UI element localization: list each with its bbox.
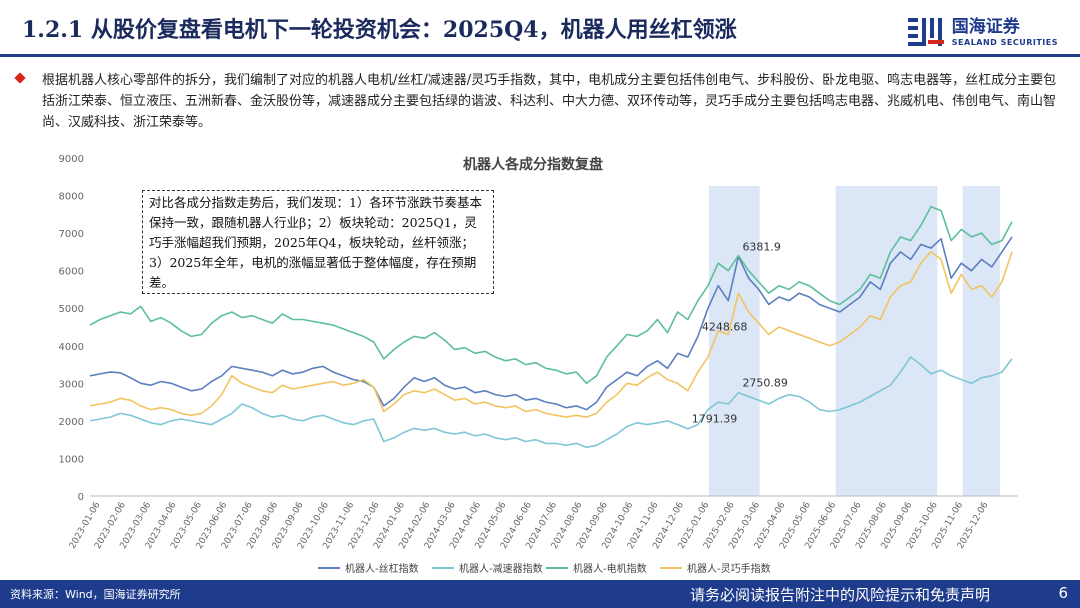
y-tick-label: 9000 [59, 154, 84, 165]
page-number: 6 [1058, 584, 1068, 602]
series-line-1 [89, 356, 1013, 449]
page-footer: 资料来源：Wind，国海证券研究所 请务必阅读报告附注中的风险提示和免责声明 6 [0, 580, 1080, 608]
data-label: 1791.39 [692, 413, 738, 426]
data-label: 4248.68 [702, 320, 748, 333]
y-tick-label: 8000 [59, 192, 84, 203]
shaded-range-2 [962, 186, 1000, 496]
logo-en-text: SEALAND SECURITIES [951, 37, 1058, 47]
chart-title: 机器人各成分指数复盘 [463, 156, 603, 173]
y-tick-label: 4000 [59, 342, 84, 353]
y-tick-label: 1000 [59, 454, 84, 465]
legend-label-1: 机器人-减速器指数 [459, 562, 543, 575]
logo-cn-text: 国海证券 [951, 16, 1020, 37]
page-header: 1.2.1 从股价复盘看电机下一轮投资机会：2025Q4，机器人用丝杠领涨 国海… [0, 0, 1080, 58]
bullet-diamond-icon [14, 72, 26, 84]
chart-annotation-box: 对比各成分指数走势后，我们发现：1）各环节涨跌节奏基本保持一致，跟随机器人行业β… [142, 190, 494, 294]
page-title: 1.2.1 从股价复盘看电机下一轮投资机会：2025Q4，机器人用丝杠领涨 [22, 17, 737, 43]
shaded-range-0 [708, 186, 760, 496]
y-tick-label: 5000 [59, 304, 84, 315]
legend-label-3: 机器人-灵巧手指数 [687, 562, 771, 575]
legend-label-0: 机器人-丝杠指数 [345, 562, 419, 575]
y-tick-label: 6000 [59, 267, 84, 278]
data-label: 2750.89 [742, 377, 788, 390]
series-line-3 [89, 251, 1013, 418]
intro-bullet: 根据机器人核心零部件的拆分，我们编制了对应的机器人电机/丝杠/减速器/灵巧手指数… [14, 70, 1066, 133]
shaded-range-1 [835, 186, 938, 496]
series-line-0 [89, 236, 1013, 411]
data-label: 6381.9 [742, 240, 781, 253]
y-tick-label: 7000 [59, 229, 84, 240]
title-rule [0, 54, 1080, 57]
series-line-2 [89, 206, 1013, 385]
sealand-logo-icon [907, 18, 944, 46]
y-tick-label: 0 [78, 492, 84, 503]
index-line-chart: 0100020003000400050006000700080009000202… [59, 154, 1018, 575]
footer-disclaimer: 请务必阅读报告附注中的风险提示和免责声明 [690, 586, 991, 604]
intro-text: 根据机器人核心零部件的拆分，我们编制了对应的机器人电机/丝杠/减速器/灵巧手指数… [42, 73, 1057, 130]
legend-label-2: 机器人-电机指数 [573, 562, 647, 575]
y-tick-label: 2000 [59, 417, 84, 428]
footer-source: 资料来源：Wind，国海证券研究所 [10, 588, 181, 601]
company-logo: 国海证券 SEALAND SECURITIES [906, 14, 1058, 50]
y-tick-label: 3000 [59, 379, 84, 390]
